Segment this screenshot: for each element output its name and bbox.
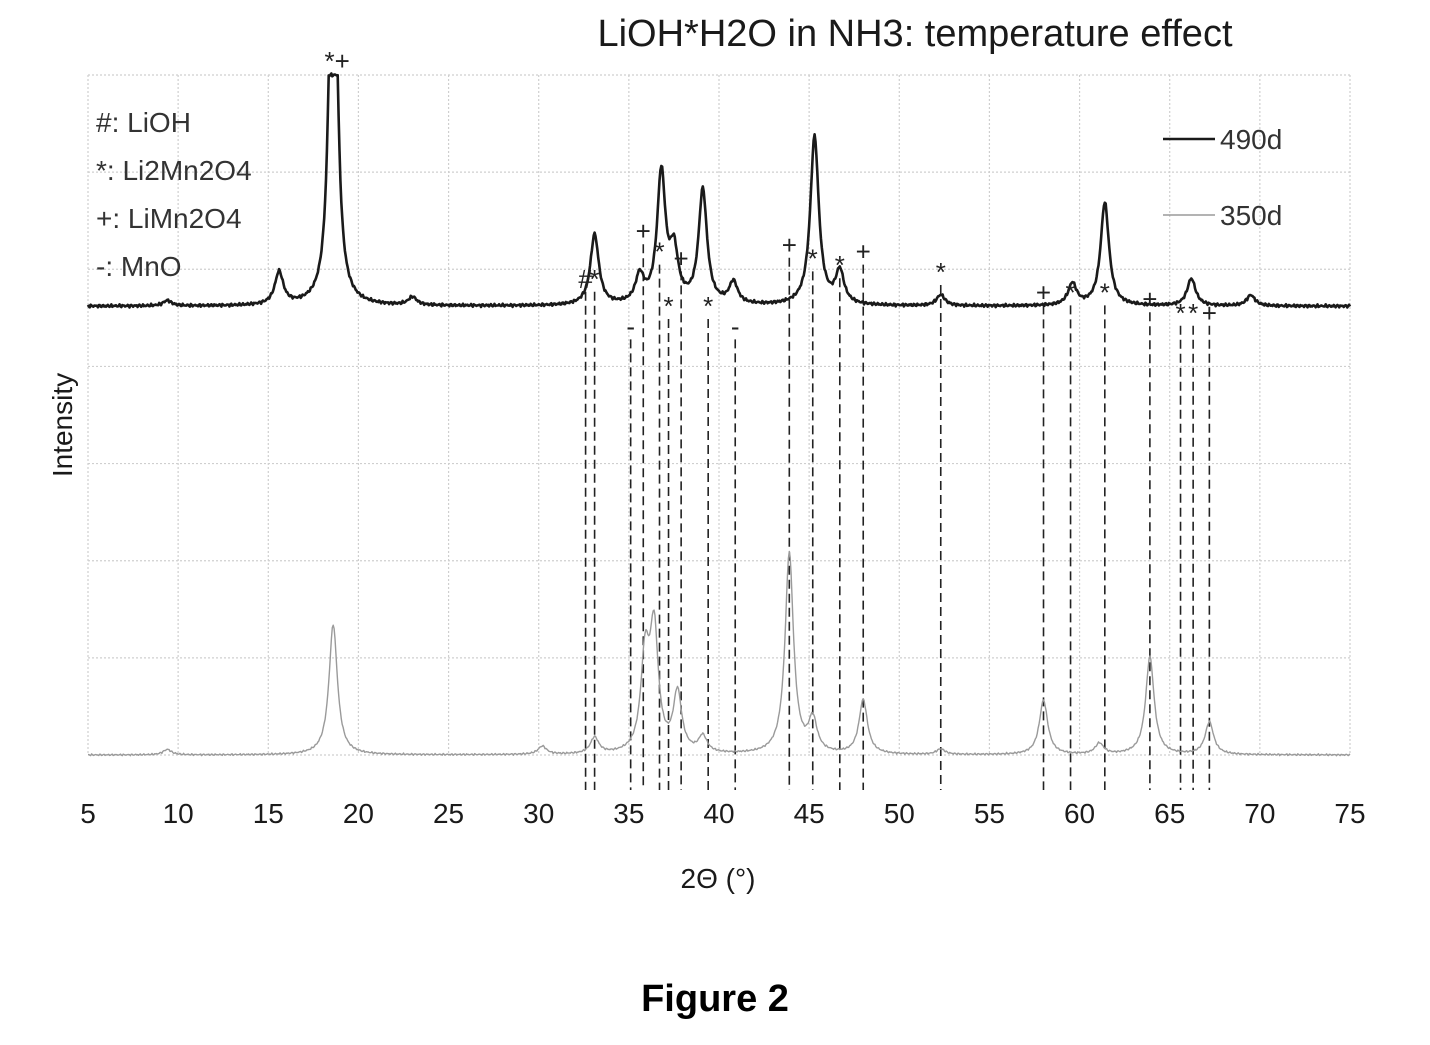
phase-marker: * bbox=[703, 291, 713, 321]
x-tick-label: 55 bbox=[974, 798, 1005, 829]
phase-marker: + bbox=[856, 237, 871, 267]
y-axis-label: Intensity bbox=[47, 373, 78, 477]
x-tick-label: 35 bbox=[613, 798, 644, 829]
phase-marker: * bbox=[1100, 277, 1110, 307]
phase-marker: - bbox=[626, 311, 635, 341]
phase-key: #: LiOH *: Li2Mn2O4 +: LiMn2O4 -: MnO bbox=[96, 107, 252, 282]
figure-caption: Figure 2 bbox=[0, 978, 1430, 1021]
x-tick-label: 65 bbox=[1154, 798, 1185, 829]
phase-key-mno: -: MnO bbox=[96, 251, 182, 282]
phase-key-limn2o4: +: LiMn2O4 bbox=[96, 203, 242, 234]
x-tick-label: 25 bbox=[433, 798, 464, 829]
x-tick-label: 75 bbox=[1334, 798, 1365, 829]
x-tick-label: 70 bbox=[1244, 798, 1275, 829]
legend: 490d 350d bbox=[1163, 124, 1282, 231]
x-axis-label: 2Θ (°) bbox=[681, 863, 756, 894]
series-line-350d bbox=[88, 552, 1350, 756]
phase-marker: * bbox=[1175, 298, 1185, 328]
x-tick-label: 5 bbox=[80, 798, 96, 829]
phase-marker: * bbox=[835, 250, 845, 280]
x-tick-label: 30 bbox=[523, 798, 554, 829]
legend-label-490d: 490d bbox=[1220, 124, 1282, 155]
chart-title: LiOH*H2O in NH3: temperature effect bbox=[597, 13, 1232, 55]
phase-marker: * bbox=[663, 291, 673, 321]
phase-marker: * bbox=[936, 257, 946, 287]
phase-key-lioh: #: LiOH bbox=[96, 107, 191, 138]
x-tick-label: 15 bbox=[253, 798, 284, 829]
phase-key-li2mn2o4: *: Li2Mn2O4 bbox=[96, 155, 252, 186]
x-tick-label: 10 bbox=[163, 798, 194, 829]
reference-lines bbox=[586, 244, 1210, 790]
phase-marker: - bbox=[731, 311, 740, 341]
phase-marker: + bbox=[1142, 284, 1157, 314]
x-tick-labels: 5 10 15 20 25 30 35 40 45 50 55 60 65 70 75 bbox=[80, 798, 1365, 829]
phase-marker: + bbox=[636, 216, 651, 246]
phase-marker: + bbox=[782, 230, 797, 260]
legend-label-350d: 350d bbox=[1220, 200, 1282, 231]
x-tick-label: 50 bbox=[884, 798, 915, 829]
phase-marker: + bbox=[674, 243, 689, 273]
x-tick-label: 45 bbox=[794, 798, 825, 829]
phase-marker: * bbox=[808, 243, 818, 273]
x-tick-label: 20 bbox=[343, 798, 374, 829]
main-peak-marker: *+ bbox=[325, 46, 350, 76]
phase-marker: * bbox=[1188, 298, 1198, 328]
phase-marker: * bbox=[590, 264, 600, 294]
phase-marker: * bbox=[1065, 277, 1075, 307]
phase-marker: + bbox=[1202, 298, 1217, 328]
grid-lines bbox=[88, 75, 1350, 755]
x-tick-label: 40 bbox=[703, 798, 734, 829]
phase-marker: * bbox=[654, 237, 664, 267]
x-tick-label: 60 bbox=[1064, 798, 1095, 829]
phase-marker: + bbox=[1036, 277, 1051, 307]
